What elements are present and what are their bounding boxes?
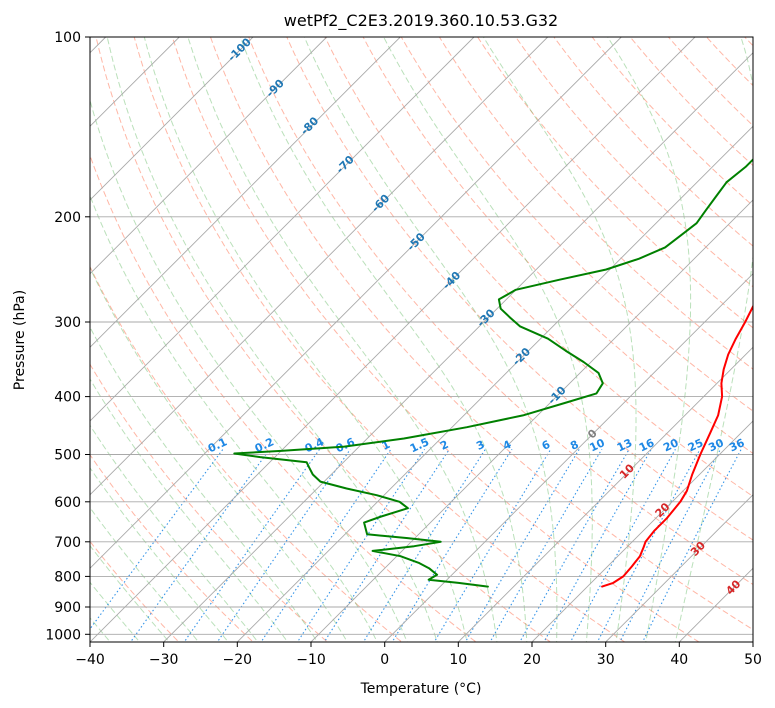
y-tick-label: 500 bbox=[54, 448, 81, 464]
moist-adiabat bbox=[90, 544, 170, 642]
moist-adiabat bbox=[90, 266, 348, 642]
series-layer bbox=[233, 158, 753, 588]
moist-adiabat bbox=[239, 37, 528, 642]
x-tick-label: 50 bbox=[744, 652, 762, 668]
isotherm-line bbox=[90, 37, 549, 496]
moist-adiabat bbox=[482, 37, 637, 642]
y-tick-label: 400 bbox=[54, 390, 81, 406]
isotherm-line bbox=[531, 420, 753, 642]
isotherm-line bbox=[90, 37, 254, 201]
dry-adiabat bbox=[133, 37, 626, 642]
y-tick-label: 100 bbox=[54, 30, 81, 46]
x-tick-label: 20 bbox=[523, 652, 541, 668]
x-tick-label: 30 bbox=[597, 652, 615, 668]
mixing-ratio-label: 10 bbox=[588, 436, 608, 454]
moist-adiabat bbox=[90, 506, 200, 642]
moist-adiabat bbox=[90, 194, 378, 642]
dry-adiabat bbox=[286, 37, 753, 541]
mixing-ratio-line bbox=[216, 448, 351, 642]
moist-adiabat bbox=[90, 378, 289, 642]
mixing-ratio-line bbox=[489, 449, 603, 642]
dry-adiabat bbox=[171, 37, 700, 642]
x-axis: −40 −30 −20 −10 0 10 20 30 40 50 bbox=[75, 642, 762, 668]
isotherm-line bbox=[90, 37, 328, 275]
isotherm-line bbox=[90, 37, 475, 422]
x-tick-label: −20 bbox=[223, 652, 253, 668]
moist-adiabat bbox=[674, 37, 753, 642]
isotherm-line bbox=[236, 125, 753, 642]
y-axis-label: Pressure (hPa) bbox=[12, 290, 28, 390]
isotherm-line bbox=[90, 37, 622, 569]
chart-title: wetPf2_C2E3.2019.360.10.53.G32 bbox=[284, 11, 558, 31]
x-tick-label: 10 bbox=[449, 652, 467, 668]
isotherm-line bbox=[605, 494, 753, 642]
moist-adiabat bbox=[90, 467, 229, 642]
moist-adiabat bbox=[90, 424, 259, 642]
x-tick-label: 0 bbox=[380, 652, 389, 668]
isotherm-line bbox=[163, 52, 753, 642]
dry-adiabat bbox=[90, 265, 403, 642]
mixing-ratio-line bbox=[569, 449, 676, 642]
isotherm-line bbox=[384, 273, 753, 642]
y-tick-label: 700 bbox=[54, 535, 81, 551]
dry-adiabat bbox=[95, 37, 552, 642]
temperature-line bbox=[601, 304, 753, 588]
mixing-ratio-label: 36 bbox=[727, 436, 747, 454]
mixing-ratio-line bbox=[323, 448, 450, 642]
x-tick-label: −30 bbox=[149, 652, 179, 668]
dry-adiabat bbox=[90, 540, 180, 642]
isotherm-line bbox=[457, 346, 753, 642]
mixing-ratio-line bbox=[90, 448, 224, 630]
moist-adiabat bbox=[143, 37, 468, 642]
moist-adiabat bbox=[383, 37, 593, 642]
x-axis-label: Temperature (°C) bbox=[360, 681, 482, 697]
isotherm-line bbox=[90, 37, 696, 642]
dry-adiabat bbox=[90, 154, 477, 642]
y-tick-label: 800 bbox=[54, 569, 81, 585]
dry-adiabat bbox=[90, 363, 329, 642]
y-axis: 100 200 300 400 500 600 700 800 900 1000 bbox=[45, 30, 90, 643]
y-tick-label: 200 bbox=[54, 210, 81, 226]
dry-adiabat bbox=[477, 37, 753, 329]
mixing-ratio-label: 13 bbox=[615, 436, 634, 454]
mixing-ratio-label: 20 bbox=[661, 436, 681, 454]
dewpoint-line bbox=[233, 158, 753, 588]
mixing-ratio-line bbox=[433, 449, 552, 642]
dry-adiabat bbox=[324, 37, 753, 498]
dry-adiabat bbox=[438, 37, 753, 370]
isotherm-line bbox=[310, 199, 753, 642]
isotherm-line bbox=[90, 37, 401, 348]
isotherm-grid bbox=[90, 37, 753, 642]
moist-adiabat bbox=[303, 37, 558, 642]
mixing-ratio-label: 16 bbox=[637, 436, 657, 454]
mixing-ratio-line bbox=[519, 449, 630, 642]
mixing-ratio-line bbox=[296, 448, 426, 642]
mixing-ratio-line bbox=[362, 448, 486, 642]
moist-adiabat bbox=[187, 37, 498, 642]
y-tick-label: 300 bbox=[54, 315, 81, 331]
moist-adiabat bbox=[607, 37, 692, 642]
x-tick-label: −10 bbox=[296, 652, 326, 668]
mixing-ratio-line bbox=[260, 448, 392, 642]
y-tick-label: 1000 bbox=[45, 627, 81, 643]
x-tick-label: −40 bbox=[75, 652, 105, 668]
y-tick-label: 600 bbox=[54, 495, 81, 511]
dry-adiabat bbox=[362, 37, 753, 455]
x-tick-label: 40 bbox=[670, 652, 688, 668]
mixing-ratio-line bbox=[183, 448, 321, 642]
mixing-ratio-label: 30 bbox=[706, 436, 726, 454]
mixing-ratio-line bbox=[464, 449, 580, 642]
y-tick-label: 900 bbox=[54, 600, 81, 616]
plot-frame bbox=[89, 36, 754, 643]
mixing-ratio-line bbox=[596, 449, 701, 642]
mixing-ratio-label: 25 bbox=[686, 436, 705, 454]
